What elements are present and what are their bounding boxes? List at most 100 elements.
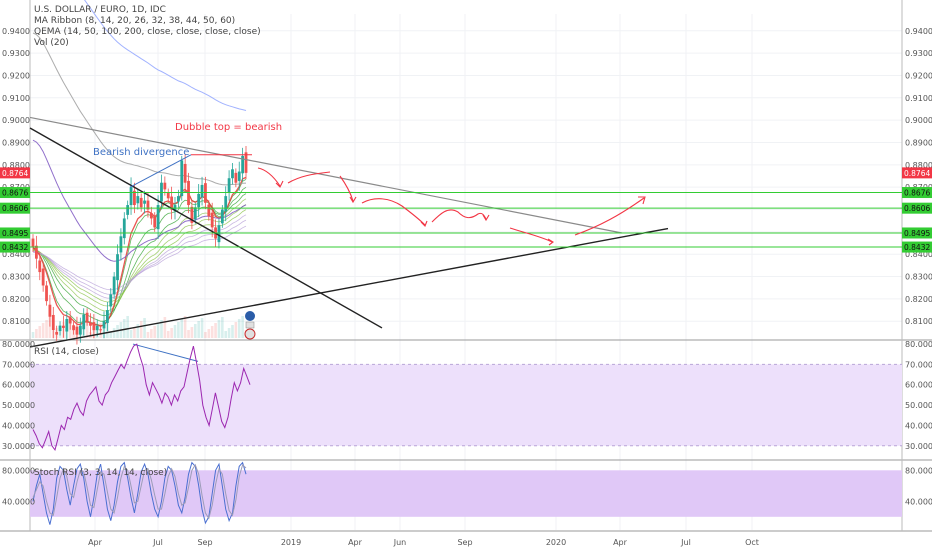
last-price-tag-bg <box>0 167 30 179</box>
rsi-band <box>30 363 902 447</box>
event-flag-icon <box>244 328 256 340</box>
time-tick: Jul <box>152 538 163 547</box>
candle-body <box>129 187 133 206</box>
left-rsi-tick: 60.0000 <box>2 381 35 390</box>
candle-body <box>75 326 79 335</box>
volume-bar <box>234 322 238 338</box>
left-rsi-tick: 70.0000 <box>2 360 35 369</box>
ma-ribbon-line <box>32 193 247 317</box>
volume-bar <box>200 318 204 338</box>
volume-bar <box>129 330 133 338</box>
candle-body <box>62 325 65 328</box>
candle-body <box>143 200 146 204</box>
time-tick: Jul <box>680 538 691 547</box>
level-tag-label: 0.8676 <box>904 189 930 198</box>
last-price-tag-bg <box>902 167 932 179</box>
volume-bar <box>237 319 241 338</box>
left-price-tick: 0.8400 <box>2 250 30 259</box>
left-price-tick: 0.9000 <box>2 116 30 125</box>
candle-body <box>136 196 140 204</box>
candle-body <box>51 314 55 331</box>
level-tag-bg <box>0 187 30 199</box>
candle-body <box>210 212 214 228</box>
ma-ribbon-line <box>32 179 247 327</box>
annotations: Dubble top = bearish Bearish divergence <box>93 122 282 158</box>
level-tag-bg <box>902 227 932 239</box>
candle-body <box>200 184 204 198</box>
indicator-volume[interactable]: Vol (20) <box>34 38 69 48</box>
volume-bar <box>166 331 170 338</box>
stoch-pane-label[interactable]: Stoch RSI (3, 3, 14, 14, close) <box>34 468 168 478</box>
candle-body <box>190 206 194 223</box>
left-price-tick: 0.8300 <box>2 273 30 282</box>
candle-body <box>166 192 170 199</box>
candle-body <box>153 216 157 228</box>
volume-bar <box>231 325 234 338</box>
price-tags: 0.8676 0.8676 0.8606 0.8606 0.8495 0.8495 0.84… <box>0 167 932 253</box>
level-tag-label: 0.8676 <box>2 189 28 198</box>
candle-body <box>126 205 130 215</box>
candle-body <box>244 152 248 173</box>
volume-bar <box>187 330 190 338</box>
trend-drawings <box>29 116 902 362</box>
candle-body <box>38 260 42 273</box>
candle-body <box>92 322 96 331</box>
level-tag-bg <box>0 241 30 253</box>
last-price-tag-label: 0.8764 <box>2 169 28 178</box>
candle-body <box>109 294 113 307</box>
rsi-series-line <box>32 343 251 452</box>
volume-bar <box>197 321 200 338</box>
volume-bar <box>193 324 197 338</box>
left-price-tick: 0.9200 <box>2 71 30 80</box>
price-axes: 0.9400 0.9400 0.9300 0.9300 0.9200 0.9200 0.91… <box>2 27 932 507</box>
volume-bar <box>109 331 113 338</box>
rsi-divergence-line <box>132 343 199 362</box>
left-stoch-tick: 80.0000 <box>2 466 35 475</box>
candle-body <box>220 209 224 224</box>
candle-body <box>156 205 160 230</box>
candle-body <box>82 314 86 330</box>
volume-bar <box>221 317 224 338</box>
right-price-tick: 0.8200 <box>905 295 932 304</box>
right-rsi-tick: 40.0000 <box>905 421 932 430</box>
volume-bar <box>227 328 231 338</box>
level-tag-label: 0.8606 <box>904 204 930 213</box>
qema-line <box>32 139 247 262</box>
volume-bar <box>139 321 143 338</box>
volume-bar <box>204 332 207 338</box>
candle-body <box>105 310 109 324</box>
volume-bar <box>85 318 89 338</box>
candle-body <box>45 285 48 302</box>
right-stoch-tick: 40.0000 <box>905 497 932 506</box>
time-tick: Apr <box>88 538 103 547</box>
volume-bar <box>38 326 42 338</box>
candle-body <box>176 196 180 202</box>
candle-body <box>99 329 103 331</box>
time-tick: Apr <box>348 538 363 547</box>
volume-bar <box>160 320 163 338</box>
left-price-tick: 0.9400 <box>2 27 30 36</box>
rsi-pane-label[interactable]: RSI (14, close) <box>34 347 99 357</box>
indicator-qema[interactable]: QEMA (14, 50, 100, 200, close, close, cl… <box>34 27 261 37</box>
volume-bar <box>224 331 228 338</box>
candle-body <box>119 236 123 253</box>
right-price-tick: 0.9400 <box>905 27 932 36</box>
indicator-ma-ribbon[interactable]: MA Ribbon (8, 14, 20, 26, 32, 38, 44, 50… <box>34 16 236 26</box>
projection-arrowhead <box>275 180 284 188</box>
candle-body <box>207 204 211 217</box>
volume-bar <box>241 316 244 338</box>
right-price-tick: 0.8800 <box>905 161 932 170</box>
event-icons <box>244 311 256 340</box>
chart-legend: U.S. DOLLAR / EURO, 1D, IDC MA Ribbon (8… <box>34 5 261 49</box>
volume-bar <box>190 327 194 338</box>
volume-bar <box>163 317 167 338</box>
candle-body <box>139 197 143 208</box>
candle-body <box>149 213 153 219</box>
candle-body <box>85 312 89 322</box>
candle-body <box>180 160 184 197</box>
qema-line <box>32 176 247 327</box>
right-price-tick: 0.8400 <box>905 250 932 259</box>
volume-bar <box>146 332 150 338</box>
left-price-tick: 0.8900 <box>2 138 30 147</box>
